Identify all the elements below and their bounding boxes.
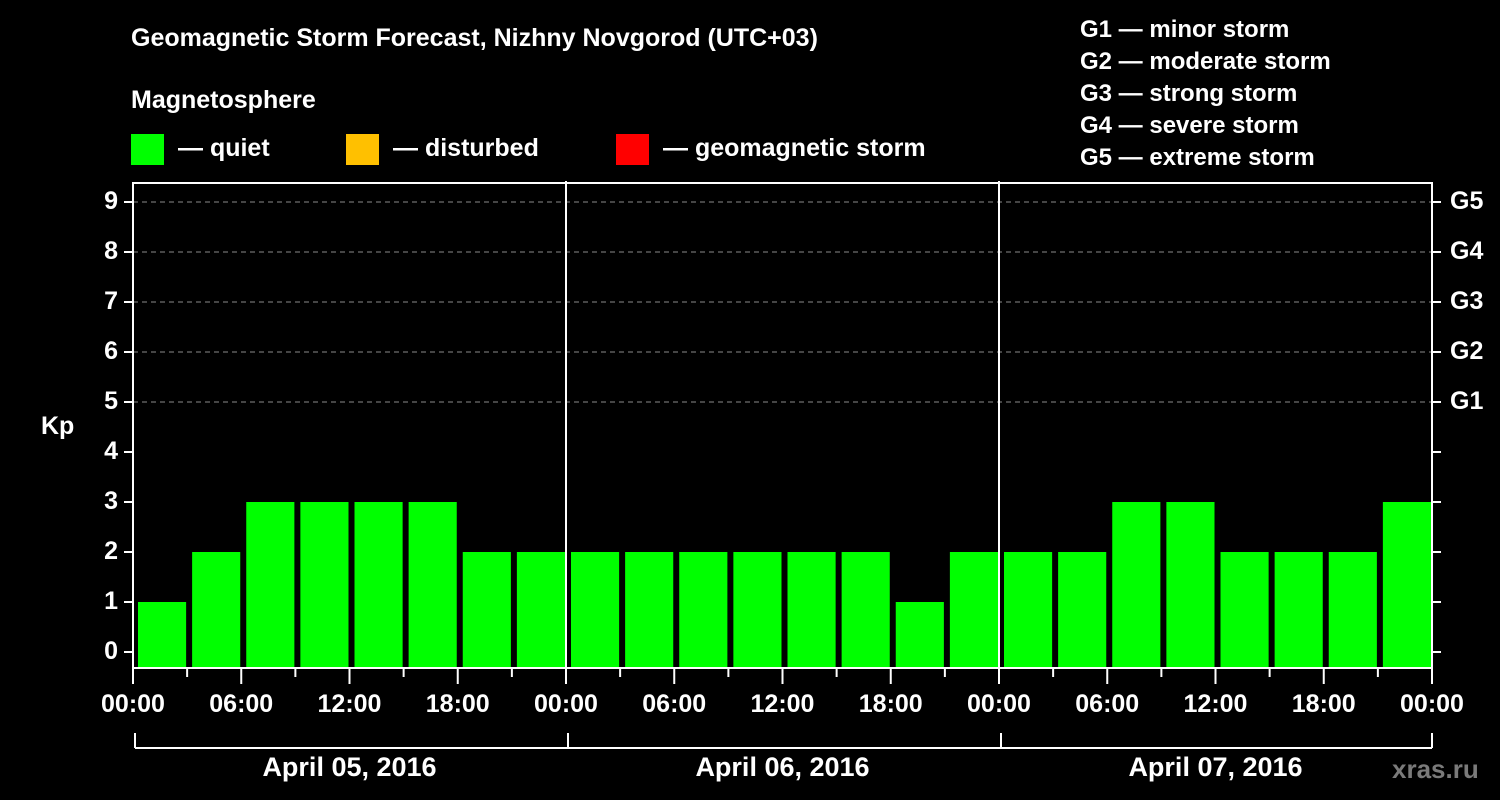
g-scale-item: G2 — moderate storm <box>1080 48 1331 75</box>
legend-swatch-storm <box>616 134 649 165</box>
x-tick-label: 12:00 <box>317 690 382 718</box>
legend-swatch-disturbed <box>346 134 379 165</box>
kp-bar <box>354 502 403 667</box>
kp-bar <box>787 552 836 667</box>
y-axis-label: Kp <box>41 412 75 440</box>
kp-bar <box>1328 552 1377 667</box>
kp-bar <box>1382 502 1431 667</box>
chart-title: Geomagnetic Storm Forecast, Nizhny Novgo… <box>131 24 818 52</box>
kp-bar <box>1112 502 1161 667</box>
kp-bar <box>516 552 565 667</box>
legend-swatch-quiet <box>131 134 164 165</box>
date-label: April 06, 2016 <box>695 752 870 782</box>
y-tick-label: 7 <box>104 287 118 315</box>
x-tick-label: 06:00 <box>209 690 274 718</box>
g-axis-label: G5 <box>1450 187 1484 215</box>
g-scale-item: G5 — extreme storm <box>1080 144 1315 171</box>
y-tick-label: 0 <box>104 637 118 665</box>
kp-bar <box>192 552 241 667</box>
g-scale-item: G3 — strong storm <box>1080 80 1298 107</box>
kp-bar <box>1274 552 1323 667</box>
y-tick-label: 8 <box>104 237 118 265</box>
kp-bar <box>1220 552 1269 667</box>
kp-bar <box>895 602 944 667</box>
x-tick-label: 00:00 <box>101 690 165 718</box>
x-tick-label: 18:00 <box>858 690 923 718</box>
x-tick-label: 00:00 <box>1400 690 1464 718</box>
kp-bar <box>462 552 511 667</box>
x-tick-label: 18:00 <box>1291 690 1356 718</box>
kp-bar <box>1004 552 1053 667</box>
kp-bar <box>841 552 890 667</box>
kp-bar <box>138 602 187 667</box>
g-scale-list: G1 — minor storm G2 — moderate storm G3 … <box>1080 14 1331 174</box>
y-tick-label: 9 <box>104 187 118 215</box>
kp-bar <box>1058 552 1107 667</box>
kp-bar <box>408 502 457 667</box>
g-scale-item: G4 — severe storm <box>1080 112 1299 139</box>
kp-bar <box>949 552 998 667</box>
kp-bar <box>571 552 620 667</box>
chart-subtitle: Magnetosphere <box>131 86 316 114</box>
g-axis-label: G1 <box>1450 387 1484 415</box>
kp-bar <box>246 502 295 667</box>
g-axis-label: G2 <box>1450 337 1484 365</box>
x-tick-label: 00:00 <box>967 690 1031 718</box>
legend-label-quiet: — quiet <box>178 134 270 162</box>
legend-label-disturbed: — disturbed <box>393 134 539 162</box>
date-label: April 07, 2016 <box>1128 752 1303 782</box>
legend-label-storm: — geomagnetic storm <box>663 134 926 162</box>
g-axis-label: G3 <box>1450 287 1484 315</box>
x-tick-label: 00:00 <box>534 690 598 718</box>
kp-bar <box>733 552 782 667</box>
kp-bar <box>1166 502 1215 667</box>
g-axis-label: G4 <box>1450 237 1484 265</box>
date-label: April 05, 2016 <box>262 752 437 782</box>
x-tick-label: 12:00 <box>750 690 815 718</box>
kp-bar <box>300 502 349 667</box>
x-tick-label: 18:00 <box>425 690 490 718</box>
y-tick-label: 5 <box>104 387 118 415</box>
y-tick-label: 4 <box>104 437 118 465</box>
y-tick-label: 3 <box>104 487 118 515</box>
watermark: xras.ru <box>1392 754 1479 784</box>
x-tick-label: 06:00 <box>1075 690 1140 718</box>
g-scale-item: G1 — minor storm <box>1080 16 1290 43</box>
x-tick-label: 06:00 <box>642 690 707 718</box>
kp-bar <box>679 552 728 667</box>
kp-bar <box>625 552 674 667</box>
x-tick-label: 12:00 <box>1183 690 1248 718</box>
y-tick-label: 2 <box>104 537 118 565</box>
y-tick-label: 1 <box>104 587 118 615</box>
y-tick-label: 6 <box>104 337 118 365</box>
